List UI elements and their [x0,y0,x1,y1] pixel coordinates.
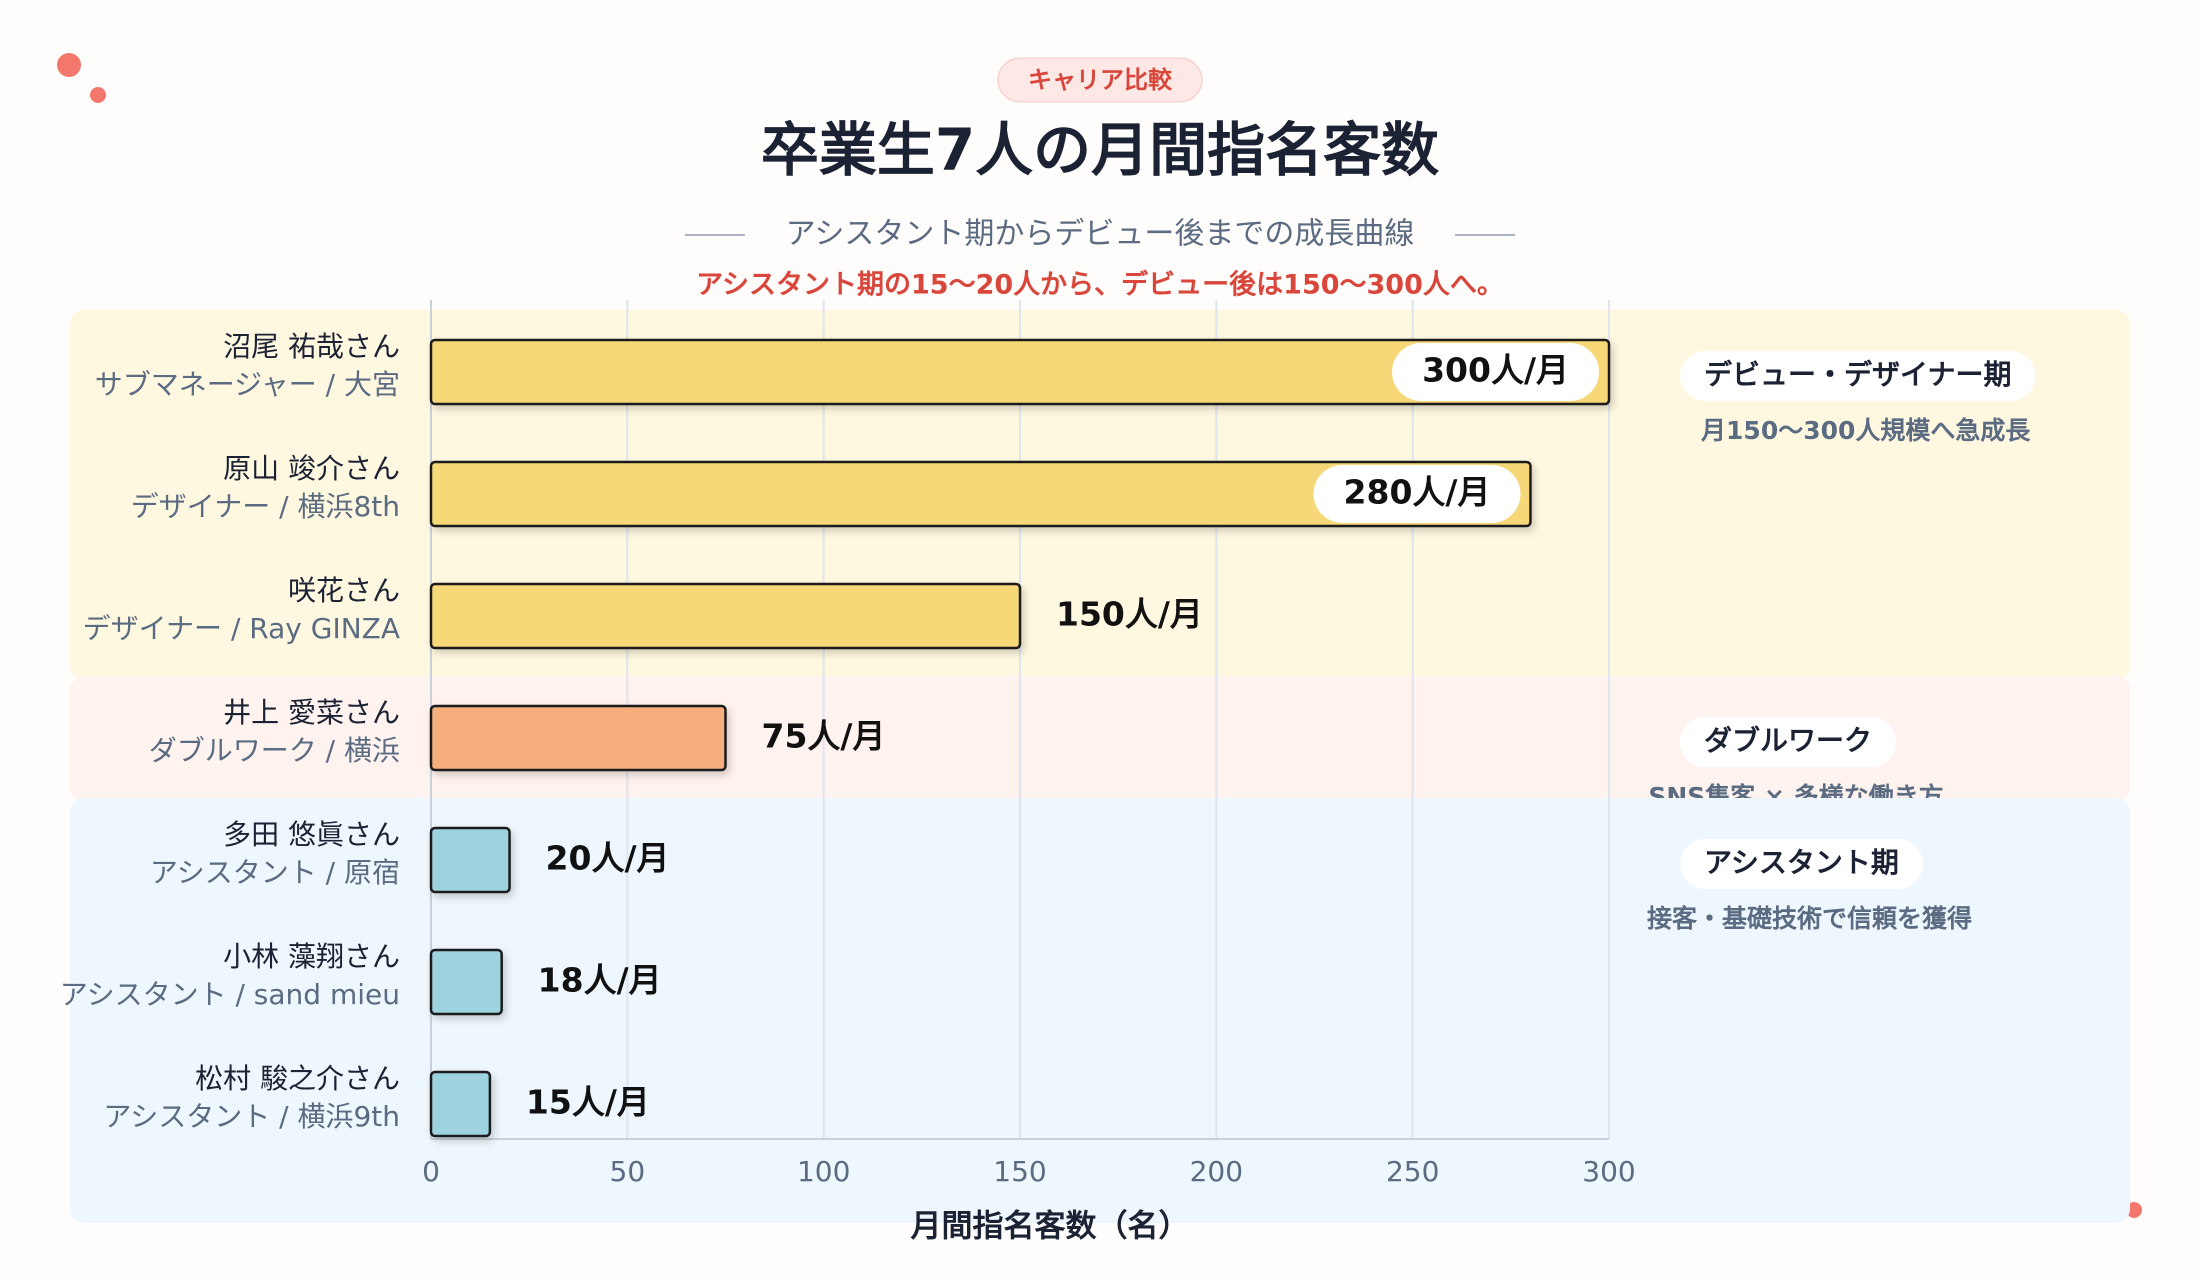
deco-dot [90,87,106,103]
category-name: 原山 竣介さん [223,452,400,485]
highlight: アシスタント期の15〜20人から、デビュー後は150〜300人へ。 [696,269,1504,301]
category-name: 松村 駿之介さん [195,1062,400,1095]
x-tick-label: 250 [1386,1155,1439,1188]
x-tick-label: 0 [422,1155,440,1188]
bar [429,704,727,772]
category-name: 井上 愛菜さん [223,696,400,729]
category-role: アシスタント / sand mieu [60,978,400,1011]
category-role: デザイナー / 横浜8th [131,490,400,523]
deco-dot [57,53,81,77]
phase-label: ダブルワーク [1704,724,1872,757]
phase-label: デビュー・デザイナー期 [1704,358,2011,391]
x-tick-label: 50 [610,1155,646,1188]
bar [429,948,503,1016]
chart-title: 卒業生7人の月間指名客数 [761,116,1439,184]
category-name: 咲花さん [288,574,400,607]
x-tick-label: 100 [797,1155,850,1188]
value-label: 300人/月 [1422,351,1569,390]
category-role: アシスタント / 原宿 [150,856,400,889]
category-role: サブマネージャー / 大宮 [95,368,400,401]
value-label: 150人/月 [1056,595,1203,634]
badge-text: キャリア比較 [1028,66,1173,94]
x-tick-label: 300 [1582,1155,1635,1188]
value-label: 280人/月 [1344,473,1491,512]
x-tick-label: 200 [1190,1155,1243,1188]
value-label: 15人/月 [526,1083,650,1122]
category-role: デザイナー / Ray GINZA [83,612,400,645]
phase-note: 接客・基礎技術で信頼を獲得 [1647,904,1972,933]
bar [429,338,1611,406]
phase-pill [1680,351,2036,401]
value-pill [1313,465,1521,523]
phase-pill [1680,717,1897,767]
value-label: 18人/月 [538,961,662,1000]
value-pill [1392,343,1599,401]
x-tick-label: 150 [993,1155,1046,1188]
phase-label: アシスタント期 [1704,846,1899,879]
category-name: 多田 悠眞さん [223,818,400,851]
phase-note: 月150〜300人規模へ急成長 [1700,416,2031,445]
bar [429,582,1022,650]
bar [429,826,511,894]
badge [997,57,1203,103]
value-label: 75人/月 [762,717,886,756]
x-axis-label: 月間指名客数（名） [911,1209,1190,1245]
category-name: 小林 藻翔さん [223,940,400,973]
bar [429,1070,492,1138]
category-role: アシスタント / 横浜9th [103,1100,400,1133]
category-role: ダブルワーク / 横浜 [149,734,400,767]
bar [429,460,1532,528]
phase-band [70,798,2130,1223]
value-label: 20人/月 [546,839,670,878]
subtitle: アシスタント期からデビュー後までの成長曲線 [786,217,1415,252]
category-name: 沼尾 祐哉さん [223,330,400,363]
phase-pill [1680,839,1923,889]
